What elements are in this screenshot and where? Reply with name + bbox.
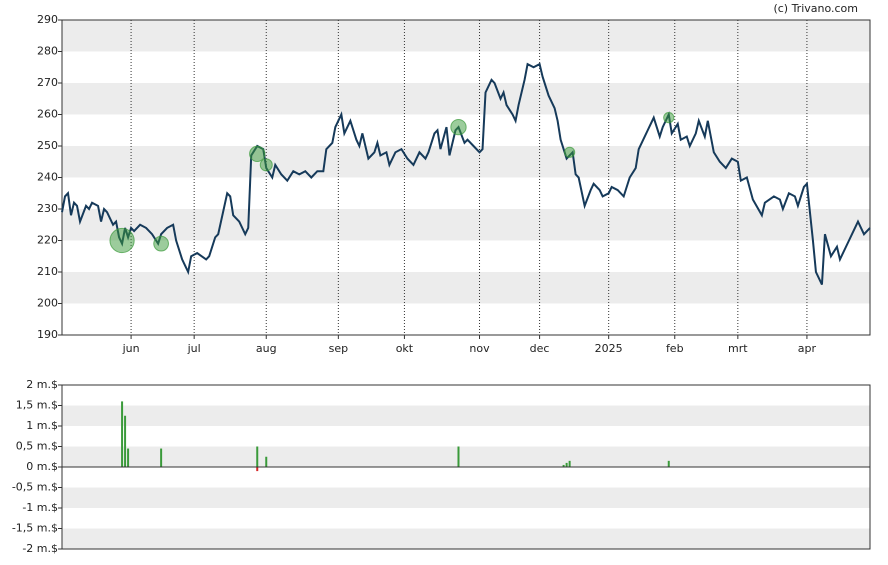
trade-marker	[564, 146, 576, 158]
y-tick-label: 290	[37, 13, 58, 26]
x-tick-label: nov	[469, 342, 490, 355]
band	[62, 209, 870, 241]
x-tick-label: jul	[187, 342, 201, 355]
volume-bar	[265, 456, 268, 467]
trade-marker	[109, 227, 135, 254]
y-tick-label: 230	[37, 202, 58, 215]
y-tick-label: 200	[37, 297, 58, 310]
band	[62, 487, 870, 508]
y-tick-label: 280	[37, 45, 58, 58]
volume-bar	[256, 446, 259, 467]
band	[62, 20, 870, 52]
trade-marker	[663, 112, 675, 124]
volume-bar	[256, 467, 259, 472]
band	[62, 146, 870, 178]
x-tick-label: sep	[329, 342, 348, 355]
band	[62, 405, 870, 426]
x-tick-label: feb	[666, 342, 684, 355]
trade-marker	[259, 158, 273, 172]
y-tick-label: -1,5 m.$	[12, 522, 58, 535]
plot-background	[62, 20, 870, 304]
y-tick-label: 220	[37, 234, 58, 247]
volume-bar	[568, 460, 571, 467]
price-line	[61, 62, 871, 286]
x-tick-label: aug	[256, 342, 277, 355]
y-tick-label: -2 m.$	[22, 542, 58, 555]
trade-marker	[249, 145, 266, 163]
y-tick-label: 250	[37, 139, 58, 152]
volume-bar	[565, 462, 568, 467]
x-tick-label: apr	[798, 342, 817, 355]
trade-marker	[153, 235, 169, 252]
y-tick-label: 270	[37, 76, 58, 89]
volume-bar	[127, 448, 130, 467]
plot-frame	[61, 19, 871, 336]
plot-background	[62, 405, 870, 549]
y-tick-label: -0,5 m.$	[12, 481, 58, 494]
band	[62, 528, 870, 549]
y-tick-label: 0 m.$	[26, 460, 58, 473]
band	[62, 446, 870, 467]
y-tick-label: 0,5 m.$	[16, 440, 58, 453]
band	[62, 272, 870, 304]
y-tick-label: 1 m.$	[26, 419, 58, 432]
y-tick-label: -1 m.$	[22, 501, 58, 514]
x-tick-label: 2025	[595, 342, 623, 355]
trade-marker	[450, 118, 467, 136]
y-tick-label: 2 m.$	[26, 378, 58, 391]
x-tick-label: okt	[396, 342, 414, 355]
x-tick-label: dec	[530, 342, 550, 355]
y-tick-label: 260	[37, 108, 58, 121]
x-tick-label: jun	[122, 342, 140, 355]
volume-bar	[124, 415, 127, 467]
source: (c) Trivano.com	[773, 2, 858, 15]
volume-bar	[562, 464, 565, 467]
volume-bar	[667, 460, 670, 467]
y-tick-label: 190	[37, 328, 58, 341]
volume-bar	[160, 448, 163, 467]
volume-bar	[457, 446, 460, 467]
band	[62, 83, 870, 115]
y-tick-label: 1,5 m.$	[16, 399, 58, 412]
y-tick-label: 210	[37, 265, 58, 278]
y-tick-label: 240	[37, 171, 58, 184]
x-tick-label: mrt	[728, 342, 748, 355]
volume-bar	[121, 401, 124, 467]
